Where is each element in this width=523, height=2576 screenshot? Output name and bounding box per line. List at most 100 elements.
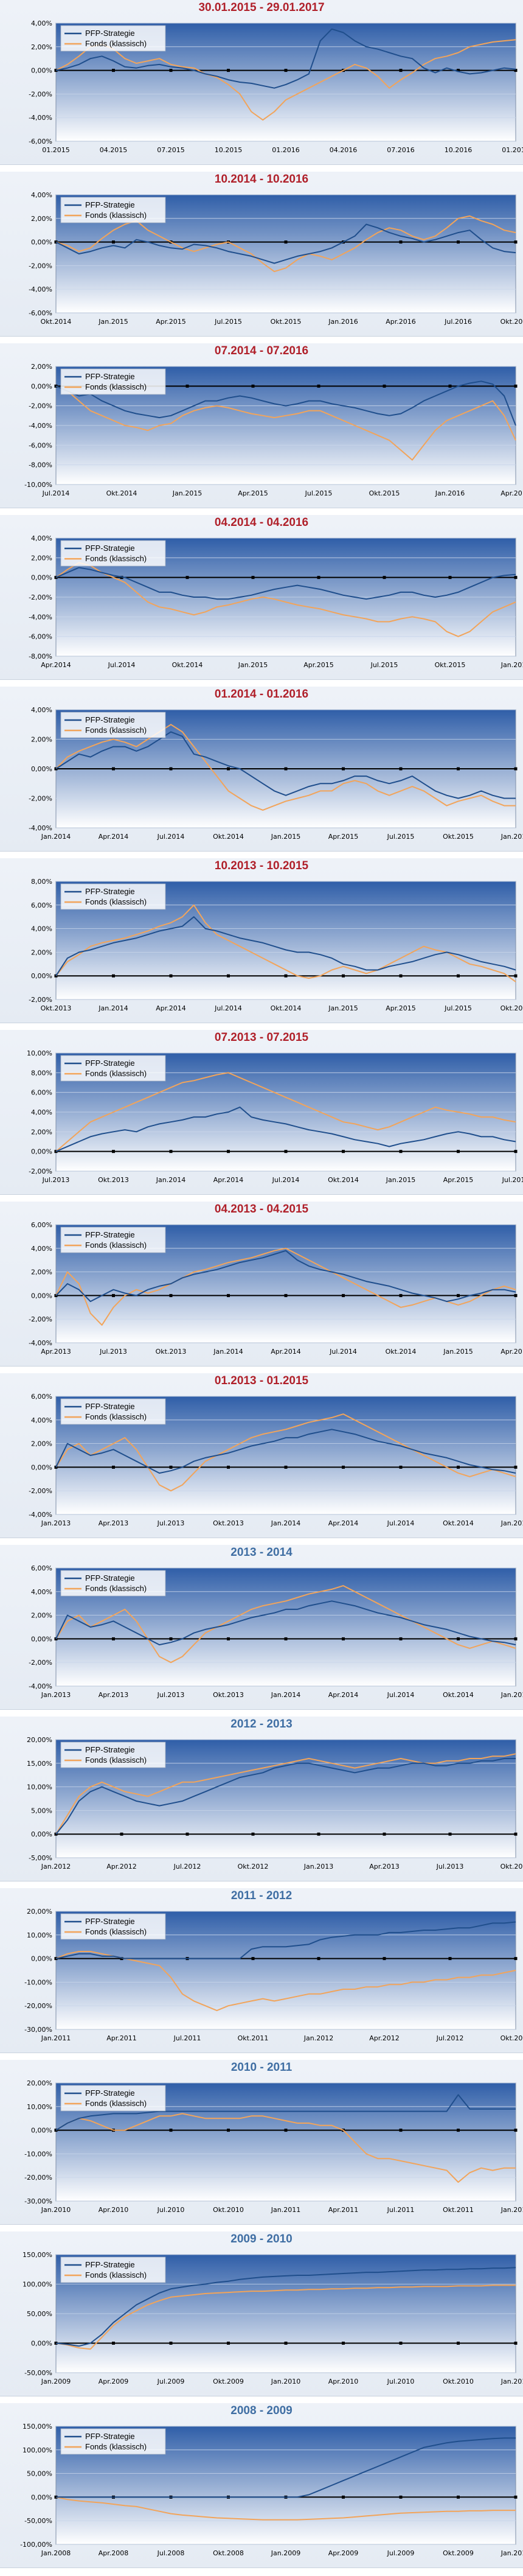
x-tick-label: 01.2017: [502, 146, 523, 154]
y-tick-label: 10,00%: [27, 1783, 52, 1791]
zero-line-marker: [457, 1293, 460, 1297]
x-tick-label: Jan.2010: [271, 2378, 300, 2385]
line-chart: 20,00%10,00%0,00%-10,00%-20,00%-30,00%Ja…: [24, 2079, 523, 2214]
chart-panel: 2009 - 2010 150,00% 100,00% 50,00% 0,00% -50,…: [0, 2231, 523, 2396]
legend-label-strategy: PFP-Strategie: [85, 372, 135, 381]
y-tick-label: 2,00%: [31, 1440, 52, 1448]
y-tick-label: 2,00%: [31, 1612, 52, 1620]
x-tick-label: Okt.2010: [443, 2378, 474, 2385]
zero-line-marker: [457, 69, 460, 72]
line-chart: 10,00%8,00%6,00%4,00%2,00%0,00%-2,00%Jul…: [27, 1049, 523, 1184]
zero-line-marker: [457, 240, 460, 244]
x-tick-label: Apr.2014: [328, 1519, 359, 1527]
line-chart: 2,00% 0,00% -2,00% -4,00% -6,00% -8,00% -10,00…: [24, 363, 523, 497]
zero-line-marker: [169, 974, 173, 978]
x-tick-label: Apr.2016: [500, 489, 523, 497]
y-tick-label: -2,00%: [29, 996, 52, 1004]
x-tick-label: Jan.2015: [500, 1691, 523, 1699]
y-tick-label: 2,00%: [31, 1269, 52, 1276]
line-chart: 20,00%10,00%0,00%-10,00%-20,00%-30,00%Ja…: [24, 1908, 523, 2042]
zero-line-marker: [514, 1957, 518, 1961]
x-tick-label: Okt.2013: [41, 1004, 72, 1012]
y-tick-label: -5,00%: [29, 1854, 52, 1862]
chart-title: 04.2014 - 04.2016: [214, 516, 309, 529]
y-tick-label: 10,00%: [27, 1931, 52, 1939]
legend-label-strategy: PFP-Strategie: [85, 1059, 135, 1068]
line-chart: 6,00% 4,00% 2,00% 0,00% -2,00% -4,00%Apr.2013…: [29, 1221, 523, 1356]
zero-line-marker: [514, 1465, 518, 1469]
series-line-strategy: [55, 2094, 516, 2131]
zero-line-marker: [448, 384, 452, 388]
y-tick-label: -20,00%: [24, 2174, 52, 2182]
zero-line-marker: [399, 1150, 403, 1153]
x-tick-label: Jan.2014: [156, 1176, 185, 1184]
zero-line-marker: [399, 2342, 403, 2345]
x-tick-label: Okt.2010: [213, 2206, 244, 2214]
series-line-fund: [55, 1072, 516, 1152]
y-tick-label: 20,00%: [27, 2079, 52, 2087]
y-tick-label: 4,00%: [31, 1416, 52, 1424]
legend-label-fund: Fonds (klassisch): [85, 211, 147, 220]
legend-label-fund: Fonds (klassisch): [85, 1584, 147, 1593]
x-tick-label: Jul.2014: [214, 1004, 242, 1012]
y-tick-label: 2,00%: [31, 215, 52, 223]
zero-line-marker: [457, 2342, 460, 2345]
legend-label-fund: Fonds (klassisch): [85, 2099, 147, 2108]
x-tick-label: Apr.2014: [41, 661, 71, 669]
zero-line-marker: [448, 1832, 452, 1836]
chart-title: 2009 - 2010: [230, 2233, 293, 2245]
x-tick-label: Jan.2008: [41, 2549, 71, 2557]
y-tick-label: 2,00%: [31, 363, 52, 371]
y-tick-label: 0,00%: [31, 2127, 52, 2135]
chart-panel: 10.2013 - 10.2015 8,00% 6,00% 4,00% 2,00% 0,0…: [0, 858, 523, 1023]
x-tick-label: 01.2016: [272, 146, 300, 154]
x-tick-label: Apr.2008: [99, 2549, 129, 2557]
legend-label-fund: Fonds (klassisch): [85, 1241, 147, 1250]
x-tick-label: Jan.2014: [98, 1004, 128, 1012]
line-chart: 6,00% 4,00% 2,00% 0,00% -2,00% -4,00%Jan.2013…: [29, 1564, 523, 1699]
legend-label-fund: Fonds (klassisch): [85, 2270, 147, 2280]
zero-line-marker: [169, 69, 173, 72]
zero-line-marker: [342, 2495, 345, 2499]
x-tick-label: Okt.2014: [271, 1004, 302, 1012]
y-tick-label: 50,00%: [27, 2310, 52, 2318]
zero-line-marker: [227, 1293, 230, 1297]
zero-line-marker: [514, 974, 518, 978]
zero-line-marker: [169, 1150, 173, 1153]
legend-label-strategy: PFP-Strategie: [85, 715, 135, 724]
x-tick-label: Jul.2016: [444, 318, 472, 326]
y-tick-label: 0,00%: [31, 1830, 52, 1838]
line-chart: 8,00% 6,00% 4,00% 2,00% 0,00% -2,00%Okt.2013 J…: [29, 878, 523, 1012]
zero-line-marker: [399, 2129, 403, 2132]
zero-line-marker: [399, 2495, 403, 2499]
x-tick-label: Apr.2015: [443, 1176, 474, 1184]
y-tick-label: 2,00%: [31, 948, 52, 956]
series-line-fund: [55, 39, 516, 121]
x-tick-label: Jan.2013: [41, 1691, 71, 1699]
x-tick-label: Jan.2009: [271, 2549, 300, 2557]
zero-line-marker: [284, 1150, 288, 1153]
x-tick-label: Apr.2014: [328, 1691, 359, 1699]
line-chart: 150,00% 100,00% 50,00% 0,00% -50,00%Jan.2009…: [23, 2251, 523, 2385]
legend-label-fund: Fonds (klassisch): [85, 897, 147, 906]
y-tick-label: 0,00%: [31, 1955, 52, 1963]
legend-label-strategy: PFP-Strategie: [85, 200, 135, 209]
chart-panel: 2012 - 2013 20,00% 15,00% 10,00% 5,00% 0,00% -…: [0, 1717, 523, 1881]
legend-label-fund: Fonds (klassisch): [85, 1412, 147, 1421]
y-tick-label: -50,00%: [24, 2369, 52, 2377]
y-tick-label: 100,00%: [23, 2281, 52, 2289]
zero-line-marker: [54, 1957, 58, 1961]
x-tick-label: 10.2015: [215, 146, 243, 154]
x-tick-label: Jul.2013: [99, 1348, 127, 1356]
zero-line-marker: [448, 1957, 452, 1961]
chart-title: 2011 - 2012: [230, 1889, 293, 1902]
x-tick-label: Jan.2016: [435, 489, 465, 497]
y-tick-label: -8,00%: [29, 653, 52, 660]
series-line-strategy: [55, 916, 516, 976]
zero-line-marker: [251, 384, 255, 388]
x-tick-label: Jul.2015: [387, 833, 415, 841]
zero-line-marker: [342, 767, 345, 771]
zero-line-marker: [399, 69, 403, 72]
